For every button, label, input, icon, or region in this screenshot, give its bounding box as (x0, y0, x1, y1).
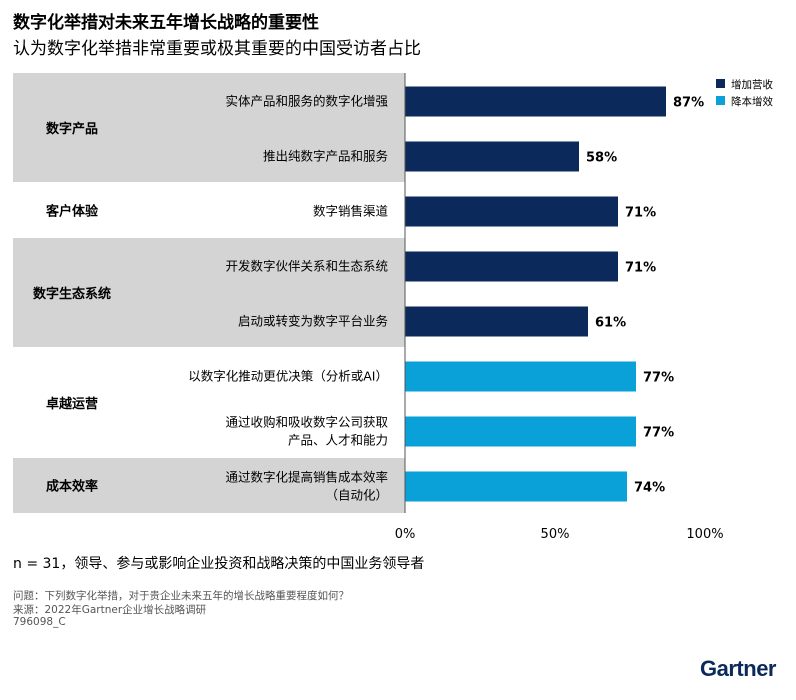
gartner-logo: Gartner (700, 656, 776, 681)
group-band (13, 238, 405, 348)
data-label: 71% (625, 261, 656, 276)
bar (405, 141, 579, 172)
bar (405, 471, 627, 502)
category-label: （自动化） (325, 488, 388, 503)
bar (405, 251, 618, 282)
group-label: 成本效率 (46, 479, 98, 495)
data-label: 58% (586, 151, 617, 166)
bar (405, 196, 618, 227)
bar (405, 86, 666, 117)
category-label: 通过数字化提高销售成本效率 (225, 470, 388, 485)
group-band (13, 73, 405, 183)
bar (405, 361, 636, 392)
category-label: 推出纯数字产品和服务 (263, 149, 388, 164)
category-label: 开发数字伙伴关系和生态系统 (225, 259, 388, 274)
category-label: 产品、人才和能力 (288, 433, 388, 448)
legend-swatch (716, 79, 725, 88)
bar (405, 306, 588, 337)
data-label: 77% (643, 426, 674, 441)
group-label: 数字生态系统 (33, 286, 111, 302)
group-label: 卓越运营 (46, 396, 98, 412)
legend-label: 增加营收 (731, 78, 773, 91)
group-label: 数字产品 (46, 121, 98, 137)
legend-label: 降本增效 (731, 95, 773, 108)
category-label: 启动或转变为数字平台业务 (238, 314, 388, 329)
bar (405, 416, 636, 447)
category-label: 数字销售渠道 (313, 204, 389, 219)
group-band (13, 458, 405, 513)
category-label: 通过收购和吸收数字公司获取 (225, 415, 388, 430)
data-label: 87% (673, 96, 704, 111)
data-label: 71% (625, 206, 656, 221)
survey-question: 问题：下列数字化举措，对于贵企业未来五年的增长战略重要程度如何？ (13, 590, 349, 602)
chart-title: 数字化举措对未来五年增长战略的重要性 (13, 13, 319, 33)
document-id: 796098_C (13, 616, 66, 628)
sample-footnote: n = 31，领导、参与或影响企业投资和战略决策的中国业务领导者 (13, 556, 425, 572)
legend-swatch (716, 96, 725, 105)
x-tick-label: 100% (686, 527, 723, 542)
bar-chart: 数字产品 实体产品和服务的数字化增强 87% 推出纯数字产品和服务 58% 客户体验 数字销… (13, 73, 773, 542)
group-label: 客户体验 (46, 204, 99, 220)
category-label: 以数字化推动更优决策（分析或AI） (188, 369, 388, 384)
x-tick-label: 0% (395, 527, 416, 542)
chart-subtitle: 认为数字化举措非常重要或极其重要的中国受访者占比 (13, 39, 421, 59)
data-label: 61% (595, 316, 626, 331)
x-tick-label: 50% (541, 527, 570, 542)
category-label: 实体产品和服务的数字化增强 (225, 94, 388, 109)
source-note: 来源：2022年Gartner企业增长战略调研 (13, 604, 207, 616)
data-label: 77% (643, 371, 674, 386)
data-label: 74% (634, 481, 665, 496)
